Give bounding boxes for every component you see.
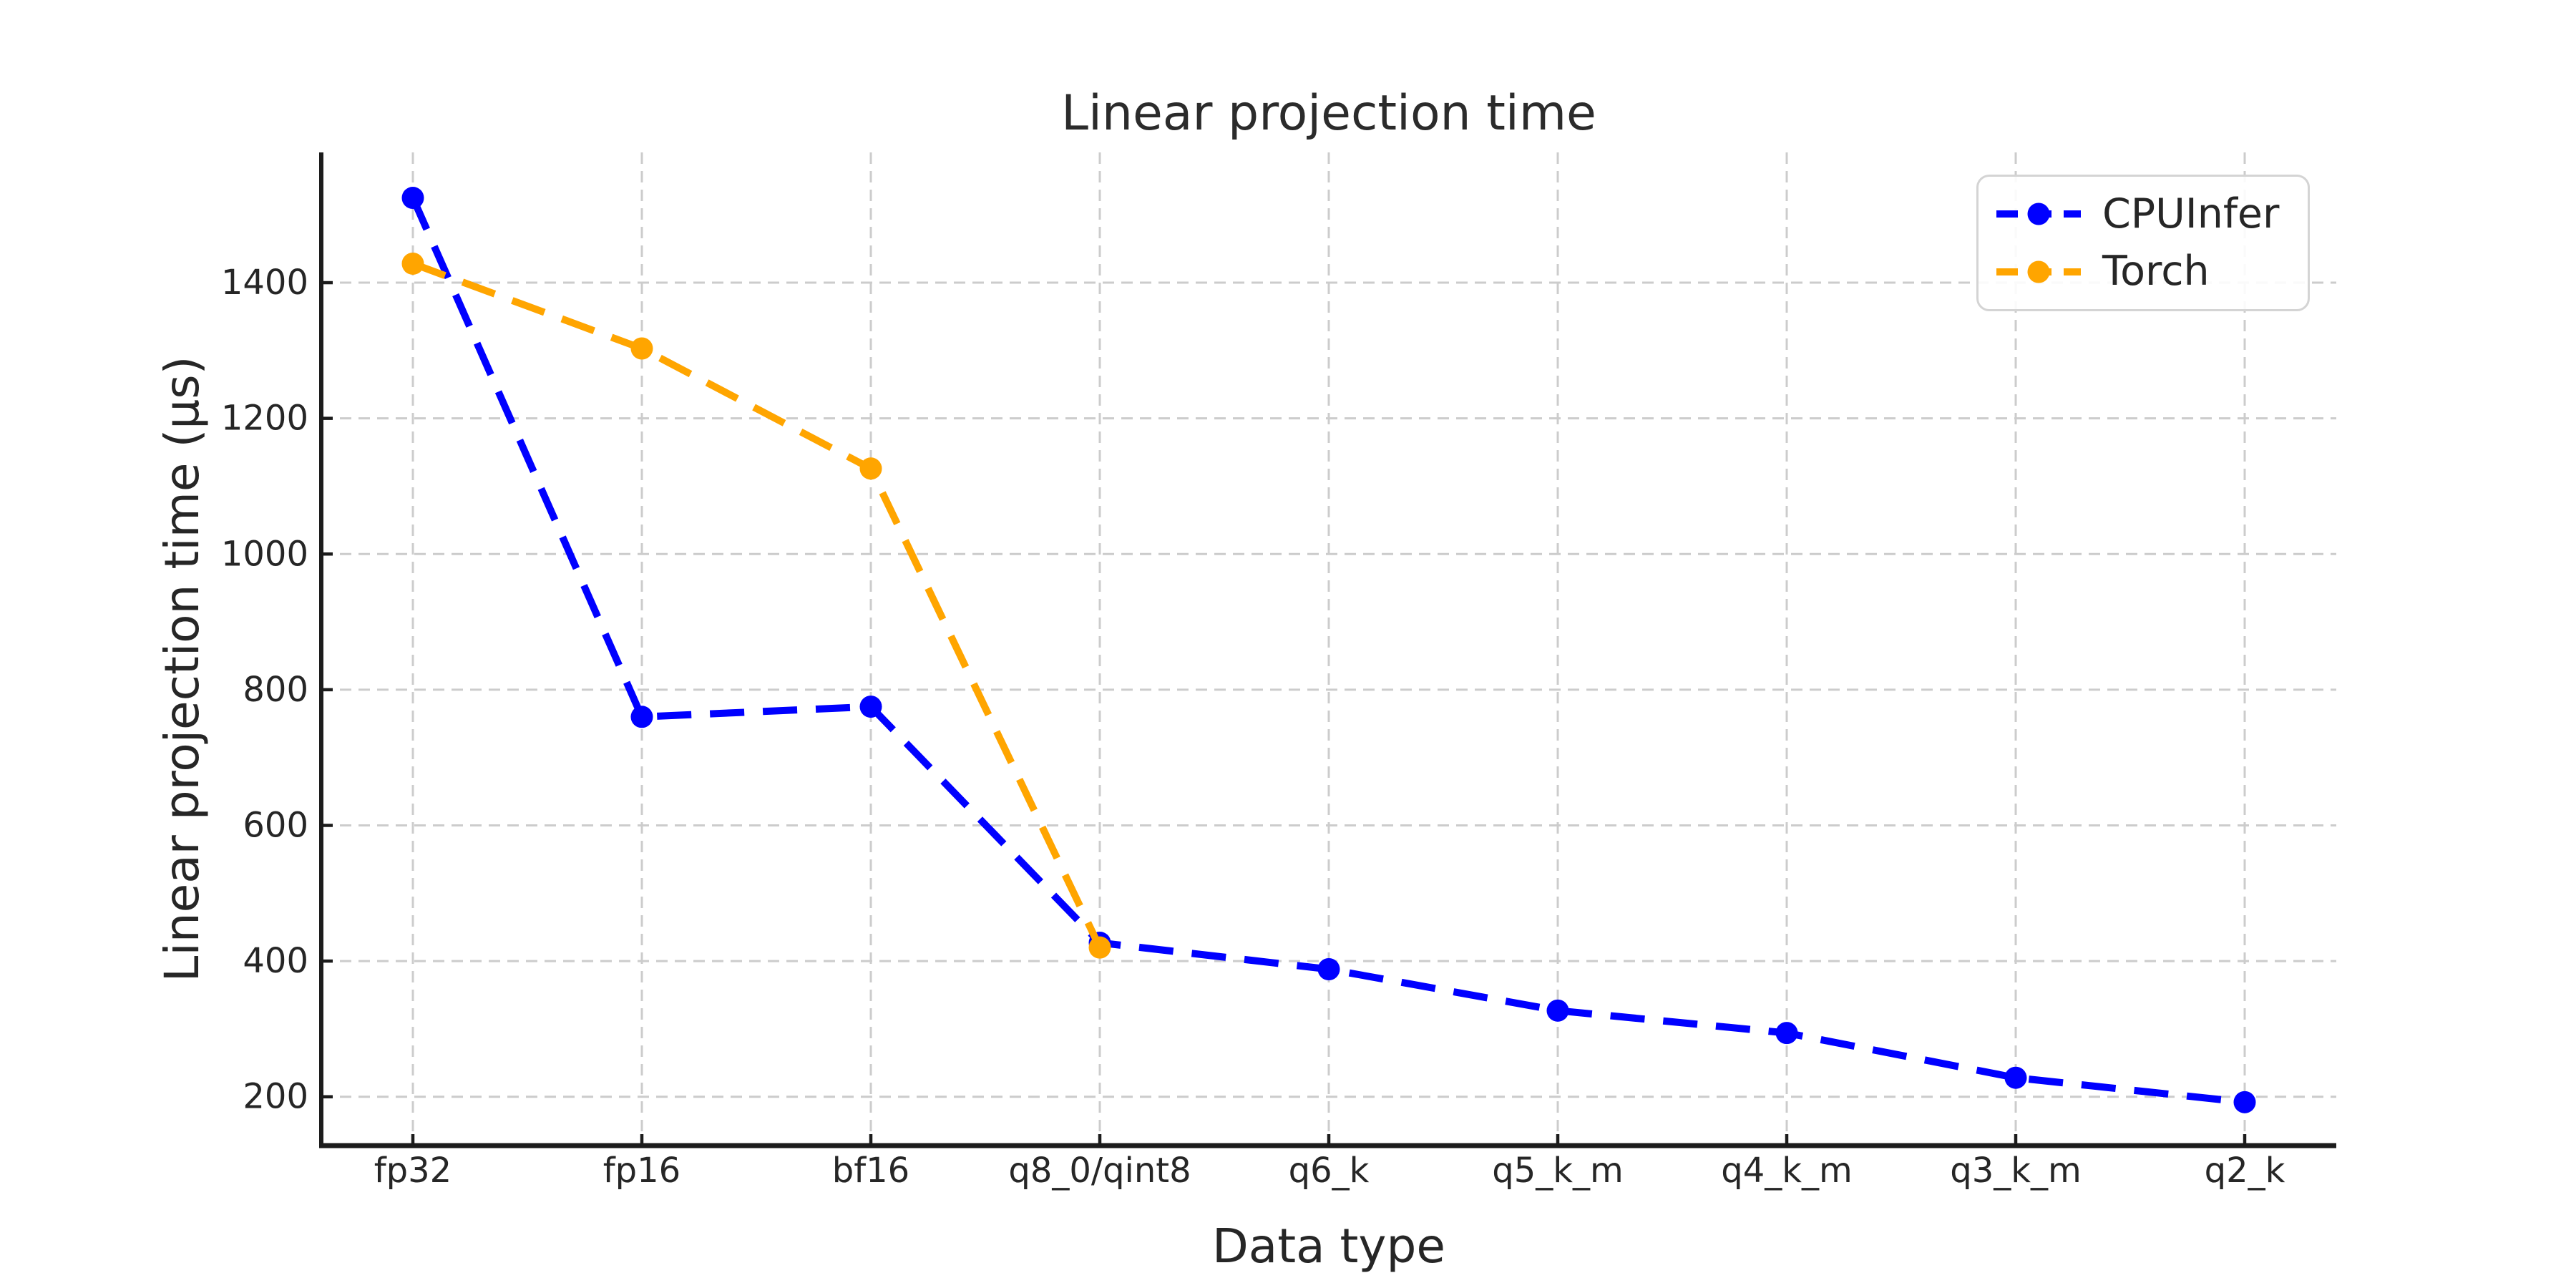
data-point-marker (1546, 999, 1569, 1022)
x-tick-label: bf16 (832, 1151, 909, 1191)
legend-label: Torch (2102, 248, 2210, 296)
spines (319, 152, 2336, 1148)
data-point-marker (2233, 1091, 2256, 1113)
data-point-marker (630, 337, 653, 360)
x-tick-label: q4_k_m (1721, 1151, 1853, 1191)
data-point-marker (630, 706, 653, 728)
tick-marks (321, 280, 2247, 1146)
series-torch (401, 252, 1111, 959)
data-point-marker (2004, 1066, 2027, 1089)
y-tick-label: 800 (243, 670, 308, 710)
data-point-marker (401, 252, 424, 275)
x-tick-label: fp32 (374, 1151, 452, 1191)
data-point-marker (1088, 936, 1111, 959)
x-tick-label: q2_k (2205, 1151, 2285, 1191)
legend-item-torch: Torch (1994, 251, 2308, 292)
x-tick-label: q3_k_m (1950, 1151, 2082, 1191)
x-tick-label: q8_0/qint8 (1008, 1151, 1191, 1191)
data-point-marker (401, 187, 424, 210)
x-tick-label: q6_k (1289, 1151, 1370, 1191)
x-tick-label: fp16 (603, 1151, 680, 1191)
y-tick-label: 400 (243, 941, 308, 981)
y-tick-label: 200 (243, 1077, 308, 1117)
gridlines-vertical (411, 152, 2246, 1146)
chart-title: Linear projection time (1061, 85, 1596, 142)
x-tick-labels: fp32 fp16 bf16 q8_0/qint8 q6_k q5_k_m q4_k_m q3… (374, 1151, 2285, 1191)
x-axis-label: Data type (1211, 1219, 1445, 1274)
y-tick-label: 1200 (221, 399, 308, 439)
series-line (411, 260, 1103, 950)
series-cpuinfer (401, 187, 2256, 1113)
y-tick-labels: 200 400 600 800 1000 1200 1400 (221, 263, 308, 1117)
y-tick-label: 1000 (221, 534, 308, 574)
legend-line-sample-icon (1996, 260, 2081, 283)
legend: CPUInfer Torch (1976, 175, 2310, 311)
x-tick-label: q5_k_m (1492, 1151, 1624, 1191)
y-tick-label: 600 (243, 806, 308, 846)
data-point-marker (859, 696, 882, 718)
legend-label: CPUInfer (2102, 190, 2280, 238)
legend-item-cpuinfer: CPUInfer (1994, 190, 2308, 238)
data-point-marker (1775, 1022, 1798, 1045)
y-axis-label: Linear projection time (μs) (155, 356, 210, 982)
data-point-marker (859, 457, 882, 480)
legend-line-sample-icon (1996, 203, 2081, 225)
y-tick-label: 1400 (221, 263, 308, 303)
data-point-marker (1317, 957, 1340, 980)
